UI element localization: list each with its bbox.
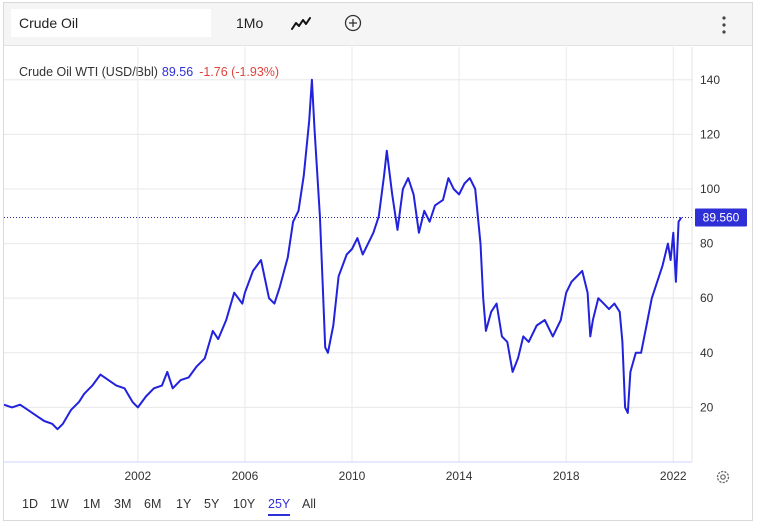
- plus-circle-icon[interactable]: [344, 14, 362, 32]
- y-tick-label: 40: [700, 346, 714, 360]
- y-tick-label: 60: [700, 291, 714, 305]
- x-tick-label: 2014: [446, 469, 473, 483]
- range-button-10y[interactable]: 10Y: [233, 497, 256, 511]
- series-legend: Crude Oil WTI (USD/Bbl) 89.56 -1.76 (-1.93…: [19, 65, 279, 79]
- y-tick-label: 20: [700, 400, 714, 414]
- range-button-all[interactable]: All: [302, 497, 316, 511]
- vertical-dots-icon[interactable]: [717, 14, 731, 36]
- price-chart[interactable]: 20 40 60 80 100 120 140 2002 2006 2010 2014 2018 202…: [4, 3, 752, 493]
- x-tick-label: 2002: [125, 469, 152, 483]
- range-button-6m[interactable]: 6M: [144, 497, 162, 511]
- series-last-price: 89.56: [161, 65, 194, 79]
- range-button-1d[interactable]: 1D: [22, 497, 38, 511]
- x-tick-label: 2006: [232, 469, 259, 483]
- y-tick-label: 80: [700, 237, 714, 251]
- symbol-search-input[interactable]: [11, 9, 211, 37]
- range-button-25y[interactable]: 25Y: [268, 497, 291, 516]
- range-button-1y[interactable]: 1Y: [176, 497, 192, 511]
- last-price-tag: [695, 208, 747, 227]
- chart-widget: 1Mo Crude Oil WTI (USD/Bbl)89.56 -1.76 (-…: [3, 2, 753, 521]
- y-tick-label: 120: [700, 127, 720, 141]
- x-tick-label: 2010: [339, 469, 366, 483]
- y-tick-label: 140: [700, 73, 720, 87]
- y-tick-label: 100: [700, 182, 720, 196]
- range-button-1m[interactable]: 1M: [83, 497, 101, 511]
- last-price-tag-label: 89.560: [703, 210, 740, 224]
- series-change: -1.76 (-1.93%): [199, 65, 280, 79]
- range-button-1w[interactable]: 1W: [50, 497, 69, 511]
- x-tick-label: 2018: [553, 469, 580, 483]
- series-name: Crude Oil WTI (USD/Bbl): [19, 65, 158, 79]
- x-tick-label: 2022: [660, 469, 687, 483]
- chart-toolbar: 1Mo: [4, 3, 752, 46]
- price-series-line: [4, 78, 683, 431]
- gear-icon[interactable]: [715, 469, 731, 485]
- range-button-3m[interactable]: 3M: [114, 497, 132, 511]
- range-button-5y[interactable]: 5Y: [204, 497, 220, 511]
- line-chart-icon[interactable]: [290, 15, 312, 33]
- interval-selector[interactable]: 1Mo: [236, 15, 264, 31]
